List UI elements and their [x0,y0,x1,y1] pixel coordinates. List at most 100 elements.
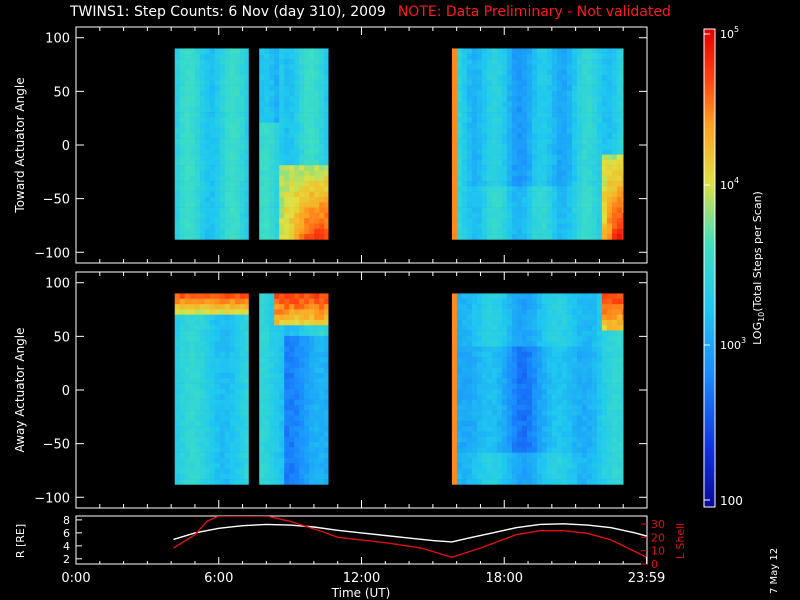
away-heat-cell [239,357,246,363]
toward-heat-cell [546,181,553,187]
away-heat-cell [546,373,553,379]
away-heat-cell [299,373,305,379]
toward-heat-cell [531,96,538,102]
toward-heat-cell [496,143,503,150]
away-heat-cell [486,367,493,374]
toward-heat-cell [606,228,613,235]
toward-heat-cell [566,128,573,134]
toward-heat-cell [541,223,548,230]
away-heat-cell [516,431,523,437]
toward-heat-cell [209,69,216,76]
away-heat-cell [611,394,618,400]
toward-heat-cell [174,96,181,102]
toward-heat-cell [451,59,458,65]
away-heat-cell [521,309,528,315]
toward-heat-cell [571,218,578,224]
away-heat-cell [611,367,618,374]
away-heat-cell [239,351,246,358]
toward-heat-cell [304,59,310,65]
toward-heat-cell [259,212,265,219]
toward-heat-cell [259,143,265,150]
toward-heat-cell [219,85,226,92]
away-heat-cell [184,436,191,443]
away-heat-cell [189,330,196,337]
toward-heat-cell [586,181,593,187]
away-heat-cell [536,441,543,448]
toward-heat-cell [274,133,280,139]
away-heat-cell [239,341,246,347]
toward-heat-cell [611,202,618,208]
away-heat-cell [179,415,186,422]
toward-heat-cell [199,218,206,224]
toward-heat-cell [481,202,488,208]
toward-heat-cell [506,165,513,171]
away-heat-cell [184,378,191,384]
away-heat-cell [209,388,216,395]
toward-heat-cell [576,106,583,113]
toward-heat-cell [204,234,211,240]
toward-heat-cell [556,138,563,145]
toward-heat-cell [229,186,236,192]
away-heat-cell [319,335,325,342]
toward-heat-cell [586,149,593,155]
away-heat-cell [204,383,211,390]
away-heat-cell [471,309,478,315]
toward-heat-cell [596,234,603,240]
toward-heat-cell [179,207,186,214]
away-heat-cell [219,341,226,347]
toward-heat-cell [239,202,246,208]
toward-heat-cell [279,117,285,124]
away-heat-cell [511,351,518,358]
away-heat-cell [239,473,246,480]
away-heat-cell [506,436,513,443]
toward-heat-cell [309,128,315,134]
away-heat-cell [606,447,613,453]
toward-heat-cell [501,90,508,97]
away-heat-cell [511,357,518,363]
toward-heat-cell [309,85,315,92]
toward-heat-cell [269,175,275,182]
toward-heat-cell [551,59,558,65]
away-heat-cell [546,362,553,369]
away-heat-cell [481,383,488,390]
away-heat-cell [319,452,325,459]
away-heat-cell [194,362,201,369]
toward-heat-cell [616,59,623,65]
away-heat-cell [616,383,623,390]
away-heat-cell [219,362,226,369]
toward-heat-cell [299,196,305,203]
away-heat-cell [551,335,558,342]
away-heat-cell [224,394,231,400]
toward-heat-cell [244,159,249,166]
away-heat-cell [556,314,563,321]
toward-heat-cell [214,143,221,150]
toward-heat-cell [224,223,231,230]
away-heat-cell [219,293,226,300]
away-heat-cell [204,378,211,384]
toward-heat-cell [511,85,518,92]
toward-heat-cell [581,196,588,203]
away-heat-cell [531,457,538,464]
toward-heat-cell [551,112,558,118]
toward-heat-cell [566,159,573,166]
away-heat-cell [471,399,478,406]
toward-heat-cell [576,122,583,129]
away-heat-cell [471,367,478,374]
toward-heat-cell [184,138,191,145]
away-heat-cell [561,457,568,464]
toward-heat-cell [516,106,523,113]
away-heat-cell [174,463,181,469]
away-heat-cell [556,468,563,475]
toward-heat-cell [476,181,483,187]
toward-heat-cell [259,170,265,177]
colorbar-label-sub: 10 [757,312,766,322]
toward-heat-cell [491,170,498,177]
away-heat-cell [561,304,568,310]
away-heat-cell [551,431,558,437]
away-heat-cell [461,404,468,411]
away-heat-cell [576,319,583,326]
away-heat-cell [596,410,603,416]
away-heat-cell [219,373,226,379]
toward-heat-cell [264,196,270,203]
